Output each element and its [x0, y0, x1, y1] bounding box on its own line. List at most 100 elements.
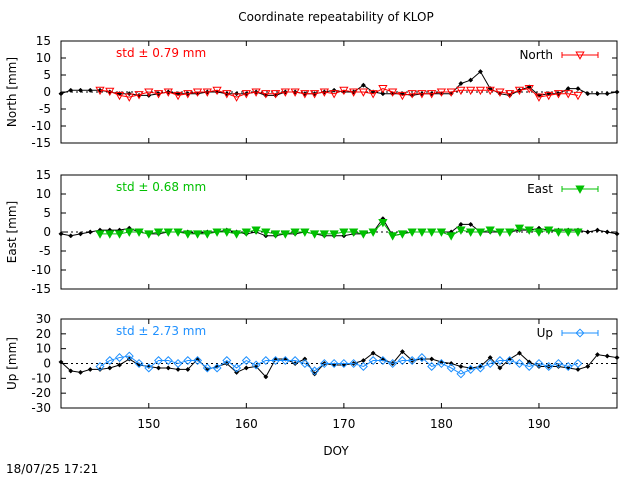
north-data-point — [378, 85, 388, 94]
up-data-point — [534, 358, 544, 369]
north-data-point — [183, 90, 193, 99]
up-legend-marker — [575, 328, 585, 338]
north-data-point — [427, 90, 437, 99]
east-reference-point — [58, 231, 64, 237]
east-reference-point — [614, 231, 620, 237]
up-reference-point — [604, 353, 610, 359]
north-reference-point — [68, 87, 74, 93]
north-y-tick-label: 15 — [36, 34, 51, 48]
north-data-point — [212, 86, 222, 96]
north-data-point — [134, 91, 144, 100]
east-data-point — [95, 230, 105, 239]
east-reference-point — [604, 229, 610, 235]
up-data-point — [310, 366, 320, 376]
up-data-point — [349, 358, 359, 369]
up-reference-point — [516, 350, 523, 356]
up-reference-point — [155, 365, 162, 371]
east-data-point — [192, 230, 203, 239]
north-data-point — [368, 90, 378, 99]
up-data-point — [446, 363, 456, 373]
north-data-point — [329, 90, 339, 99]
north-reference-point — [58, 91, 64, 97]
up-data-point — [290, 356, 300, 366]
north-legend-marker — [575, 51, 585, 60]
north-reference-point — [604, 91, 610, 97]
up-reference-series-line — [60, 350, 618, 378]
north-data-point — [563, 90, 573, 99]
up-legend-label: Up — [537, 326, 553, 340]
up-data-point — [358, 361, 368, 371]
north-data-point — [466, 86, 476, 96]
north-data-point — [417, 90, 427, 99]
east-y-tick-label: -5 — [39, 244, 51, 258]
up-reference-point — [58, 359, 64, 365]
x-tick-label: 160 — [235, 417, 258, 431]
up-data-point — [368, 356, 378, 366]
up-y-tick-label: -20 — [31, 386, 51, 400]
up-data-point — [475, 363, 485, 373]
up-data-point — [485, 358, 495, 369]
up-reference-point — [429, 356, 435, 362]
up-data-point — [339, 358, 349, 369]
up-data-point — [524, 361, 534, 371]
east-y-tick-label: -10 — [31, 263, 51, 277]
east-data-point — [222, 228, 232, 237]
up-data-point — [163, 356, 173, 366]
east-data-point — [378, 218, 388, 228]
east-data-point — [505, 228, 515, 237]
up-data-point — [456, 369, 466, 379]
east-data-point — [134, 228, 144, 237]
east-data-point — [466, 228, 476, 237]
up-data-point — [115, 353, 125, 363]
up-data-point — [251, 360, 261, 370]
up-data-point — [280, 356, 290, 366]
north-data-point — [202, 88, 212, 97]
north-data-point — [153, 90, 164, 99]
north-data-point — [300, 90, 310, 99]
east-data-point — [544, 226, 554, 235]
east-reference-series-line — [60, 217, 618, 237]
up-data-point — [329, 358, 339, 369]
east-data-point — [387, 232, 398, 241]
north-reference-point — [565, 86, 571, 92]
north-y-tick-label: -15 — [31, 136, 51, 150]
east-data-point — [251, 226, 261, 235]
up-data-point — [573, 358, 583, 369]
east-data-point — [153, 228, 164, 237]
north-y-tick-label: 0 — [43, 85, 51, 99]
north-data-point — [573, 91, 583, 101]
up-reference-point — [107, 365, 113, 371]
east-data-point — [300, 228, 310, 237]
panel-east: 15 10 5 0 -5 -10 -15 East [mm] std ± 0.68 mm East — [5, 168, 620, 296]
north-data-point — [553, 90, 564, 99]
north-data-point — [241, 90, 251, 99]
north-series-line — [99, 88, 579, 98]
east-y-tick-label: 5 — [43, 206, 51, 220]
north-data-point — [163, 88, 173, 97]
up-data-point — [154, 356, 164, 366]
up-data-point — [271, 356, 281, 366]
up-data-point — [124, 351, 134, 361]
east-data-point — [231, 230, 242, 239]
up-reference-point — [575, 366, 581, 372]
north-data-point — [495, 88, 505, 97]
up-y-axis-label: Up [mm] — [5, 337, 19, 390]
east-reference-point — [77, 231, 84, 237]
north-y-axis-label: North [mm] — [5, 57, 19, 127]
up-data-point — [300, 358, 310, 369]
east-data-point — [475, 228, 486, 237]
up-series-line — [99, 355, 579, 375]
east-data-point — [514, 224, 525, 234]
north-std-text: std ± 0.79 mm — [116, 46, 206, 60]
up-reference-point — [165, 365, 171, 371]
up-data-point — [495, 356, 505, 366]
east-y-axis-label: East [mm] — [5, 201, 19, 263]
north-data-point — [407, 90, 417, 99]
x-axis-label: DOY — [323, 444, 349, 458]
east-data-point — [339, 228, 349, 237]
up-data-point — [466, 364, 476, 374]
east-data-point — [427, 228, 437, 237]
north-data-point — [514, 86, 525, 96]
east-reference-point — [68, 233, 74, 239]
